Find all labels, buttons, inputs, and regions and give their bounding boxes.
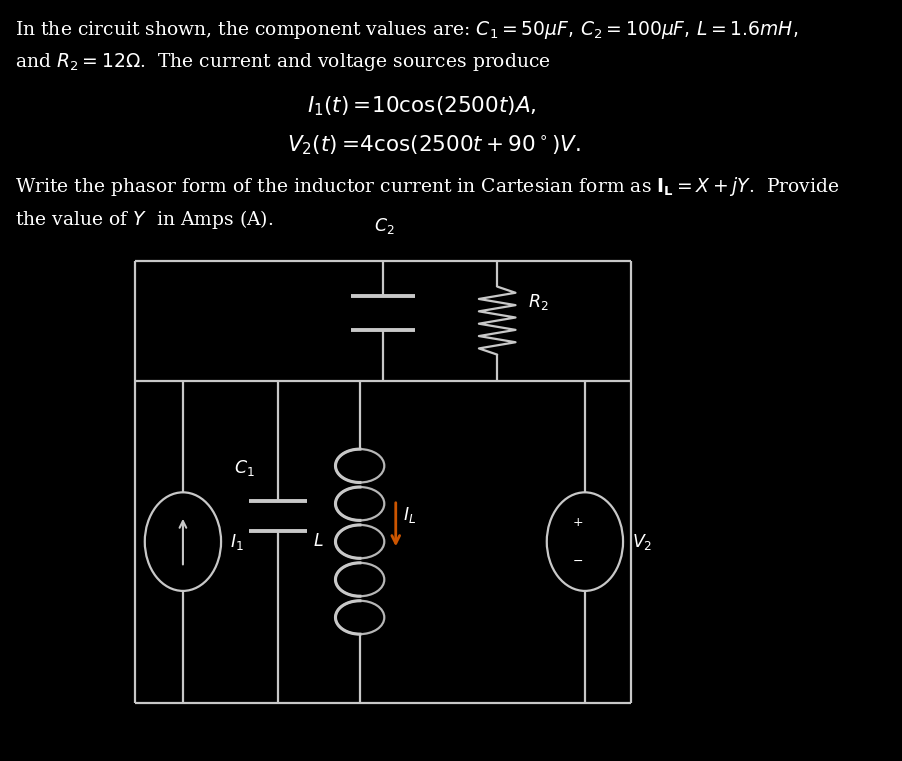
Text: the value of $Y$  in Amps (A).: the value of $Y$ in Amps (A). <box>15 209 273 231</box>
Text: $I_1\left(t\right) =\!10\cos(2500t)A,$: $I_1\left(t\right) =\!10\cos(2500t)A,$ <box>306 94 536 118</box>
Text: $C_1$: $C_1$ <box>234 458 254 478</box>
Text: $I_1$: $I_1$ <box>230 532 244 552</box>
Text: $+$: $+$ <box>571 516 583 529</box>
Text: In the circuit shown, the component values are: $C_1 = 50\mu F,\, C_2 = 100\mu F: In the circuit shown, the component valu… <box>15 19 797 41</box>
Text: $L$: $L$ <box>312 533 323 550</box>
Text: $I_L$: $I_L$ <box>403 505 416 525</box>
Text: $R_2$: $R_2$ <box>527 291 548 312</box>
Text: $V_2\left(t\right) =\!4\cos(2500t + 90^\circ)V.$: $V_2\left(t\right) =\!4\cos(2500t + 90^\… <box>287 134 581 158</box>
Text: $-$: $-$ <box>571 554 582 567</box>
Text: $C_2$: $C_2$ <box>373 215 394 236</box>
Text: Write the phasor form of the inductor current in Cartesian form as $\mathbf{I_L}: Write the phasor form of the inductor cu… <box>15 175 839 198</box>
Text: and $R_2 = 12\Omega$.  The current and voltage sources produce: and $R_2 = 12\Omega$. The current and vo… <box>15 51 550 73</box>
Text: $V_2$: $V_2$ <box>631 532 652 552</box>
